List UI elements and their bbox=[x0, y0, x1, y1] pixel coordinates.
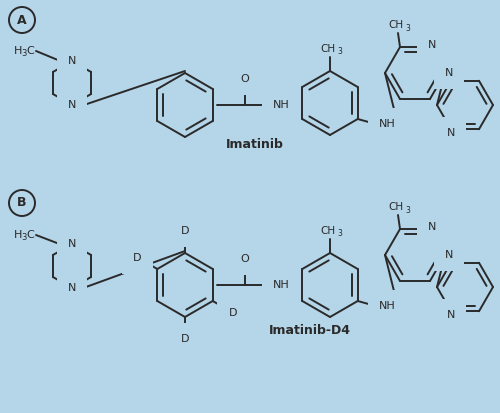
Text: B: B bbox=[17, 197, 27, 209]
Text: H: H bbox=[14, 46, 22, 56]
Text: N: N bbox=[68, 100, 76, 110]
Text: N: N bbox=[68, 283, 76, 293]
Text: O: O bbox=[240, 74, 250, 84]
Text: CH: CH bbox=[388, 202, 404, 212]
Text: NH: NH bbox=[272, 100, 289, 110]
Text: O: O bbox=[240, 254, 250, 264]
Text: N: N bbox=[68, 239, 76, 249]
Text: C: C bbox=[26, 46, 34, 56]
Text: D: D bbox=[181, 226, 189, 236]
Text: CH: CH bbox=[320, 226, 336, 236]
Text: N: N bbox=[445, 250, 453, 260]
Text: N: N bbox=[428, 40, 436, 50]
Text: N: N bbox=[428, 222, 436, 232]
Text: CH: CH bbox=[320, 44, 336, 54]
Text: Imatinib-D4: Imatinib-D4 bbox=[269, 323, 351, 337]
Text: 3: 3 bbox=[406, 24, 410, 33]
Text: D: D bbox=[228, 308, 237, 318]
Text: NH: NH bbox=[272, 280, 289, 290]
Text: NH: NH bbox=[380, 301, 396, 311]
Text: N: N bbox=[447, 128, 455, 138]
Text: A: A bbox=[17, 14, 27, 26]
Text: CH: CH bbox=[388, 20, 404, 30]
Text: N: N bbox=[445, 68, 453, 78]
Text: N: N bbox=[68, 56, 76, 66]
Text: 3: 3 bbox=[22, 50, 26, 59]
Text: C: C bbox=[26, 230, 34, 240]
Text: H: H bbox=[14, 230, 22, 240]
Text: 3: 3 bbox=[338, 47, 342, 57]
Text: N: N bbox=[447, 310, 455, 320]
Text: Imatinib: Imatinib bbox=[226, 138, 284, 152]
Text: NH: NH bbox=[380, 119, 396, 129]
Text: D: D bbox=[133, 253, 141, 263]
Text: 3: 3 bbox=[338, 230, 342, 238]
Text: 3: 3 bbox=[22, 233, 26, 242]
Text: 3: 3 bbox=[406, 206, 410, 214]
Text: D: D bbox=[181, 334, 189, 344]
